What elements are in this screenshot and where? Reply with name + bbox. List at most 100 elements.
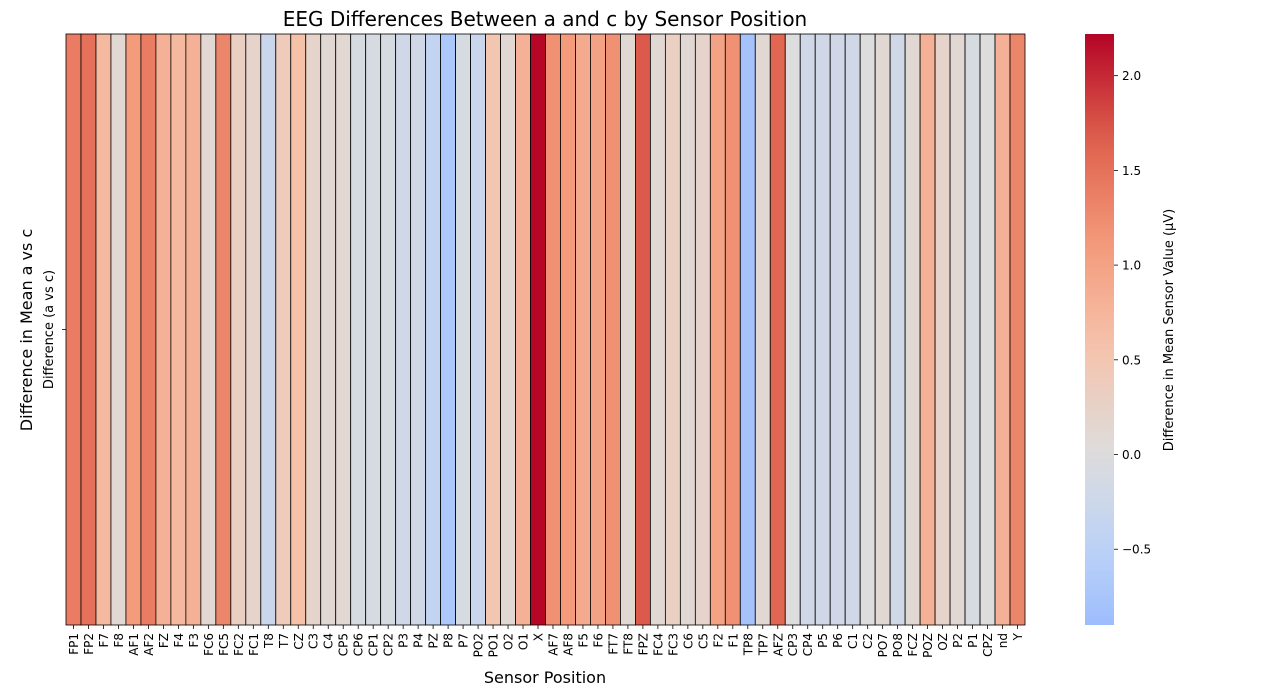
heatmap-cell-y xyxy=(1009,33,1026,626)
x-tick-label: P2 xyxy=(951,633,965,648)
heatmap-cell-ft7 xyxy=(605,33,621,626)
x-tick-label: FC3 xyxy=(666,633,680,656)
heatmap-cell-p3 xyxy=(395,33,412,626)
x-tick-label: T8 xyxy=(262,633,276,649)
x-tick-label: TP8 xyxy=(741,633,755,656)
heatmap-cell-ft8 xyxy=(620,33,636,626)
heatmap-cell-o1 xyxy=(515,33,531,626)
colorbar-tick-label: 2.0 xyxy=(1122,69,1141,83)
heatmap-cell-t7 xyxy=(275,33,292,626)
heatmap-cell-f7 xyxy=(95,33,112,626)
heatmap-cells xyxy=(65,33,1026,626)
heatmap-cell-fc2 xyxy=(230,33,247,626)
heatmap-cell-cp4 xyxy=(799,33,816,626)
x-tick-label: PZ xyxy=(427,633,441,648)
x-tick-label: C5 xyxy=(696,633,710,649)
x-tick-label: POZ xyxy=(921,633,935,658)
heatmap-cell-po2 xyxy=(470,33,486,626)
heatmap-cell-p7 xyxy=(455,33,471,626)
x-tick-label: CP6 xyxy=(352,633,366,656)
x-tick-label: OZ xyxy=(936,633,950,651)
x-tick-label: F2 xyxy=(711,633,725,648)
heatmap-cell-f5 xyxy=(575,33,591,626)
x-tick-label: PO7 xyxy=(876,633,890,657)
x-tick-label: FT8 xyxy=(621,633,635,655)
x-tick-label: CZ xyxy=(292,633,306,650)
heatmap-cell-c1 xyxy=(844,33,861,626)
x-tick-label: F3 xyxy=(187,633,201,648)
x-tick-label: P5 xyxy=(816,633,830,648)
heatmap-cell-cp5 xyxy=(335,33,352,626)
heatmap-cell-fp1 xyxy=(65,33,82,626)
colorbar-tick-label: 1.5 xyxy=(1122,164,1141,178)
x-tick-label: CP3 xyxy=(786,633,800,656)
heatmap-cell-oz xyxy=(934,33,951,626)
chart-title: EEG Differences Between a and c by Senso… xyxy=(283,7,808,31)
y-axis-label: Difference in Mean a vs c xyxy=(17,229,36,432)
heatmap-cell-af8 xyxy=(560,33,576,626)
x-tick-label: CP2 xyxy=(382,633,396,656)
x-tick-labels: FP1 FP2 F7 F8 AF1 AF2 FZ F4 F3 FC6 FC5 FC2 FC1 T8 T7 CZ… xyxy=(67,625,1025,658)
heatmap-cell-o2 xyxy=(500,33,516,626)
colorbar-gradient xyxy=(1085,34,1114,625)
heatmap-cell-pz xyxy=(425,33,442,626)
heatmap-cell-p2 xyxy=(949,33,966,626)
heatmap-cell-f8 xyxy=(110,33,127,626)
colorbar-tick-label: 0.0 xyxy=(1122,448,1141,462)
heatmap-cell-cpz xyxy=(979,33,996,626)
heatmap-cell-fc3 xyxy=(664,33,681,626)
x-tick-label: CPZ xyxy=(981,633,995,657)
x-tick-label: PO2 xyxy=(472,633,486,657)
heatmap-cell-fc4 xyxy=(649,33,666,626)
x-tick-label: AF8 xyxy=(561,633,575,656)
heatmap-cell-cp6 xyxy=(350,33,367,626)
x-tick-label: P7 xyxy=(457,633,471,648)
x-tick-label: FC5 xyxy=(217,633,231,656)
colorbar-tick-label: 1.0 xyxy=(1122,259,1141,273)
heatmap-cell-fp2 xyxy=(80,33,97,626)
heatmap-cell-af7 xyxy=(545,33,561,626)
x-tick-label: P8 xyxy=(442,633,456,648)
x-tick-label: FP2 xyxy=(82,633,96,655)
x-tick-label: FT7 xyxy=(606,633,620,655)
heatmap-cell-c3 xyxy=(305,33,322,626)
heatmap-cell-fc5 xyxy=(215,33,232,626)
heatmap-cell-p5 xyxy=(814,33,831,626)
y-tick-label: Difference (a vs c) xyxy=(42,270,57,389)
heatmap-cell-nd xyxy=(994,33,1011,626)
colorbar: −0.5 0.0 0.5 1.0 1.5 2.0 xyxy=(1085,34,1151,625)
x-tick-label: CP1 xyxy=(367,633,381,656)
x-tick-label: F8 xyxy=(112,633,126,648)
x-tick-label: Y xyxy=(1011,632,1025,641)
heatmap-cell-c6 xyxy=(679,33,696,626)
x-tick-label: O1 xyxy=(517,633,531,650)
x-tick-label: AFZ xyxy=(771,633,785,656)
x-tick-label: CP4 xyxy=(801,633,815,656)
heatmap-cell-afz xyxy=(769,33,786,626)
heatmap-cell-tp8 xyxy=(739,33,756,626)
heatmap-cell-fc1 xyxy=(245,33,262,626)
heatmap-cell-c4 xyxy=(320,33,337,626)
heatmap-cell-cz xyxy=(290,33,307,626)
x-tick-label: PO1 xyxy=(487,633,501,657)
x-axis-label: Sensor Position xyxy=(484,668,606,687)
heatmap-cell-fpz xyxy=(635,33,651,626)
x-tick-label: F5 xyxy=(576,633,590,648)
x-tick-label: C2 xyxy=(861,633,875,649)
heatmap-cell-po7 xyxy=(874,33,891,626)
x-tick-label: FPZ xyxy=(636,633,650,655)
x-tick-label: X xyxy=(532,633,546,641)
x-tick-label: C6 xyxy=(681,633,695,649)
x-tick-label: F4 xyxy=(172,633,186,648)
x-tick-label: P4 xyxy=(412,633,426,648)
heatmap-cell-cp2 xyxy=(380,33,397,626)
x-tick-label: T7 xyxy=(277,633,291,649)
heatmap-cell-fcz xyxy=(904,33,921,626)
colorbar-label: Difference in Mean Sensor Value (μV) xyxy=(1162,209,1177,452)
x-tick-label: F7 xyxy=(97,633,111,648)
x-tick-label: CP5 xyxy=(337,633,351,656)
x-tick-label: FP1 xyxy=(67,633,81,655)
heatmap-cell-f2 xyxy=(709,33,726,626)
heatmap-cell-po8 xyxy=(889,33,906,626)
